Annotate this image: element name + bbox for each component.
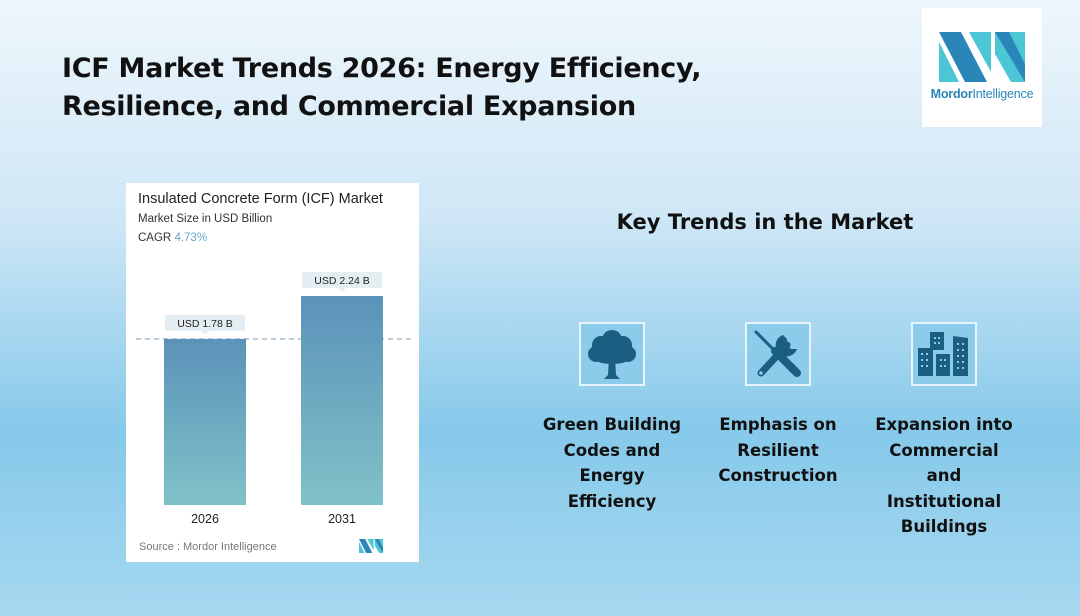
logo-brand-light: Intelligence	[972, 87, 1034, 101]
page-title: ICF Market Trends 2026: Energy Efficienc…	[62, 50, 701, 126]
trend-label-line: Resilient	[737, 440, 819, 460]
trend-label-line: Expansion into	[875, 415, 1013, 434]
trend-label: Emphasis on Resilient Construction	[703, 412, 853, 489]
data-label: USD 1.78 B	[177, 318, 232, 330]
trend-label-line: Efficiency	[567, 491, 657, 511]
logo-brand-bold: Mordor	[930, 87, 973, 101]
x-tick-label: 2026	[191, 512, 219, 526]
trend-label-line: Buildings	[900, 517, 988, 536]
trend-label-line: Institutional	[886, 491, 1002, 511]
mordor-logo-mark-icon	[939, 32, 1025, 82]
trend-label-line: Energy	[579, 466, 645, 485]
page-title-line-2: Resilience, and Commercial Expansion	[62, 91, 636, 122]
data-label-bubble	[165, 314, 245, 331]
bar-2026	[164, 338, 246, 505]
trend-label-line: Codes and	[563, 440, 661, 460]
data-label-bubble	[302, 272, 382, 288]
logo-wordmark: MordorIntelligence	[922, 87, 1042, 101]
page-title-line-1: ICF Market Trends 2026: Energy Efficienc…	[62, 53, 702, 84]
trend-green-building: Green Building Codes and Energy Efficien…	[537, 322, 687, 514]
chart-title: Insulated Concrete Form (ICF) Market	[138, 191, 383, 207]
x-tick-label: 2031	[328, 512, 356, 526]
market-size-chart-card: Insulated Concrete Form (ICF) Market Mar…	[126, 183, 419, 562]
trend-label-line: Construction	[718, 466, 838, 485]
trend-resilient-construction: Emphasis on Resilient Construction	[703, 322, 853, 489]
trend-label-line: Commercial	[889, 440, 999, 460]
mordor-mini-logo-icon	[358, 539, 384, 553]
trend-commercial-expansion: Expansion into Commercial and Institutio…	[869, 322, 1019, 540]
bar-2031	[301, 296, 383, 505]
chart-subtitle: Market Size in USD Billion	[138, 213, 273, 225]
tools-icon	[745, 322, 811, 386]
trend-label: Expansion into Commercial and Institutio…	[869, 412, 1019, 540]
trend-label-line: Green Building	[542, 415, 682, 434]
buildings-icon	[911, 322, 977, 386]
data-label-pointer	[201, 330, 209, 335]
key-trends-title: Key Trends in the Market	[616, 210, 914, 234]
cagr-value: 4.73%	[174, 232, 208, 244]
chart-cagr: CAGR 4.73%	[138, 232, 207, 244]
bar-chart: USD 1.78 B 2026 USD 2.24 B 2031	[136, 272, 414, 526]
data-label: USD 2.24 B	[314, 275, 369, 287]
data-label-pointer	[338, 288, 346, 292]
trend-label-line: and	[926, 466, 962, 485]
mordor-intelligence-logo: MordorIntelligence	[922, 8, 1042, 127]
chart-source: Source : Mordor Intelligence	[139, 541, 277, 553]
trend-label: Green Building Codes and Energy Efficien…	[537, 412, 687, 514]
trend-label-line: Emphasis on	[719, 415, 837, 434]
cagr-label: CAGR	[138, 232, 172, 244]
tree-icon	[579, 322, 645, 386]
